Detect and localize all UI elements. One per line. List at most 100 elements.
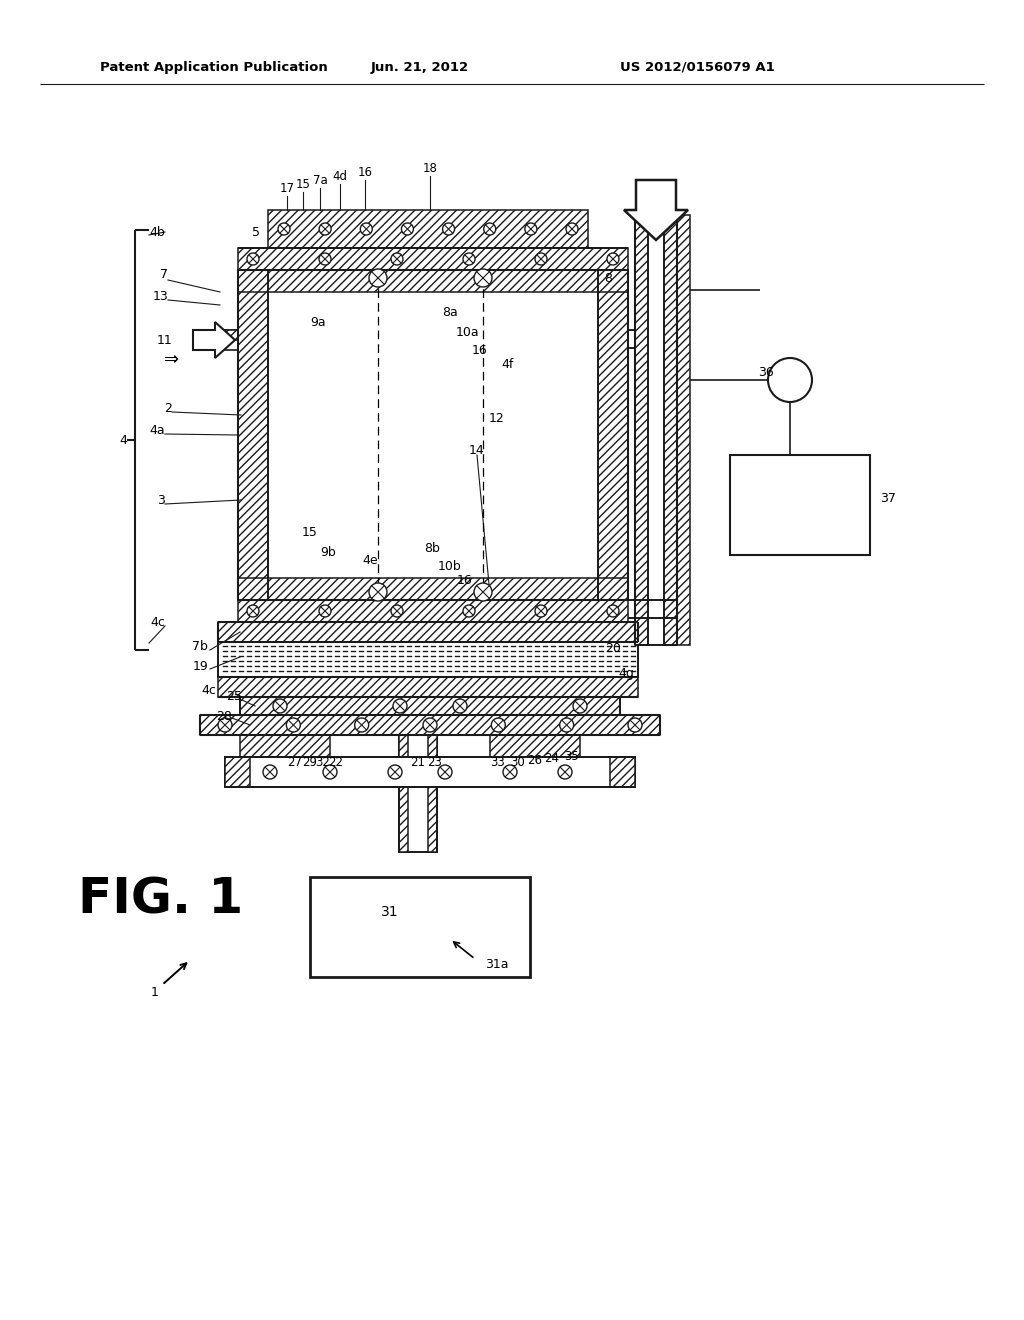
Text: 4c: 4c	[151, 615, 165, 628]
Circle shape	[607, 253, 618, 265]
Bar	[218, 642, 638, 677]
Text: 18: 18	[423, 161, 437, 174]
Text: 37: 37	[880, 491, 896, 504]
Circle shape	[503, 766, 517, 779]
Text: 4g: 4g	[618, 667, 634, 680]
Bar	[238, 248, 628, 271]
Bar	[238, 271, 268, 601]
Text: 35: 35	[564, 750, 580, 763]
Circle shape	[607, 605, 618, 616]
Text: 5: 5	[252, 226, 260, 239]
Text: 10a: 10a	[456, 326, 479, 338]
Circle shape	[535, 605, 547, 616]
Text: 29: 29	[302, 755, 317, 768]
Bar	[598, 271, 628, 601]
Circle shape	[423, 718, 437, 733]
Circle shape	[483, 223, 496, 235]
Polygon shape	[624, 180, 688, 240]
Bar	[664, 215, 677, 645]
Text: 7b: 7b	[193, 640, 208, 653]
Text: 25: 25	[226, 689, 242, 702]
Text: 4c: 4c	[201, 684, 216, 697]
Bar	[399, 787, 437, 851]
Bar	[635, 215, 648, 645]
Text: 7a: 7a	[312, 173, 328, 186]
Circle shape	[558, 766, 572, 779]
Text: 31a: 31a	[485, 958, 509, 972]
Circle shape	[463, 253, 475, 265]
Text: 3: 3	[157, 494, 165, 507]
Circle shape	[453, 700, 467, 713]
Bar	[399, 787, 408, 851]
Bar	[268, 271, 598, 601]
Text: 4d: 4d	[333, 169, 347, 182]
Text: 4b: 4b	[150, 226, 165, 239]
Bar	[225, 756, 635, 787]
Text: 27: 27	[288, 755, 302, 768]
Circle shape	[474, 583, 492, 601]
Circle shape	[492, 718, 505, 733]
Circle shape	[525, 223, 537, 235]
Text: 17: 17	[280, 181, 295, 194]
Text: 9b: 9b	[321, 545, 336, 558]
Circle shape	[247, 253, 259, 265]
Bar	[220, 330, 238, 350]
Circle shape	[323, 766, 337, 779]
Circle shape	[628, 718, 642, 733]
Circle shape	[388, 766, 402, 779]
Text: 24: 24	[545, 751, 559, 764]
Circle shape	[273, 700, 287, 713]
Circle shape	[535, 253, 547, 265]
Bar	[399, 735, 437, 756]
Bar	[240, 697, 620, 715]
Text: 16: 16	[357, 165, 373, 178]
Text: 16: 16	[472, 343, 487, 356]
Circle shape	[391, 605, 403, 616]
Text: 4f: 4f	[502, 359, 514, 371]
Text: 12: 12	[489, 412, 505, 425]
Bar	[610, 756, 635, 787]
Bar	[677, 215, 690, 645]
Text: 33: 33	[490, 755, 506, 768]
Circle shape	[287, 718, 300, 733]
Text: Patent Application Publication: Patent Application Publication	[100, 61, 328, 74]
Bar	[225, 756, 250, 787]
Circle shape	[319, 253, 331, 265]
Bar	[238, 578, 628, 601]
Circle shape	[319, 223, 331, 235]
Text: 15: 15	[296, 177, 310, 190]
Text: 19: 19	[193, 660, 208, 672]
Bar	[238, 271, 628, 292]
Bar	[730, 455, 870, 554]
Text: 15: 15	[302, 525, 317, 539]
Bar	[268, 210, 588, 248]
Polygon shape	[193, 322, 234, 358]
Text: 21: 21	[411, 755, 426, 768]
Circle shape	[319, 605, 331, 616]
Bar	[310, 876, 530, 977]
Text: 20: 20	[605, 642, 621, 655]
Bar	[490, 735, 580, 756]
Text: FIG. 1: FIG. 1	[78, 876, 244, 924]
Circle shape	[278, 223, 290, 235]
Text: 9a: 9a	[310, 317, 326, 330]
Circle shape	[573, 700, 587, 713]
Circle shape	[474, 269, 492, 286]
Bar	[218, 677, 638, 697]
Text: 23: 23	[428, 755, 442, 768]
Circle shape	[360, 223, 373, 235]
Text: 7: 7	[160, 268, 168, 281]
Text: 10b: 10b	[438, 560, 462, 573]
Bar	[238, 601, 628, 622]
Text: 4e: 4e	[362, 553, 378, 566]
Bar	[218, 622, 638, 642]
Text: 26: 26	[527, 754, 543, 767]
Text: 8b: 8b	[424, 541, 440, 554]
Circle shape	[369, 269, 387, 286]
Circle shape	[566, 223, 578, 235]
Text: 8a: 8a	[442, 306, 458, 319]
Circle shape	[263, 766, 278, 779]
Bar	[240, 735, 330, 756]
Text: 30: 30	[511, 755, 525, 768]
Circle shape	[442, 223, 455, 235]
